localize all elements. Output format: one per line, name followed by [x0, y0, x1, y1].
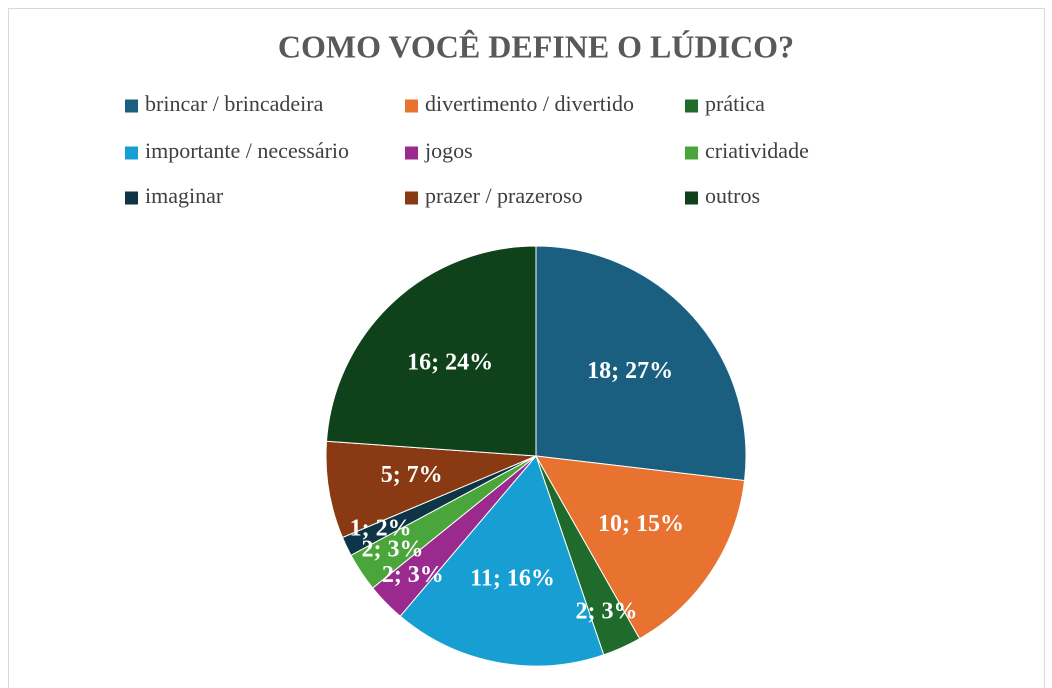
data-label: 2; 3%	[382, 562, 444, 588]
data-label: 11; 16%	[470, 565, 555, 591]
legend-swatch	[685, 146, 698, 160]
legend-swatch	[125, 146, 138, 160]
legend-label: prática	[705, 91, 765, 116]
data-label: 1; 2%	[350, 516, 412, 542]
pie-slice	[535, 455, 746, 640]
legend-swatch	[125, 99, 138, 113]
legend-swatch	[685, 99, 698, 113]
legend-label: imaginar	[145, 183, 224, 208]
legend-swatch	[405, 99, 418, 113]
legend-label: prazer / prazeroso	[425, 183, 583, 208]
legend-swatch	[405, 146, 418, 160]
legend-label: outros	[705, 183, 760, 208]
legend-swatch	[405, 191, 418, 205]
legend-label: criatividade	[705, 138, 809, 163]
pie-slice	[325, 440, 537, 539]
legend-swatch	[125, 191, 138, 205]
legend-swatch	[685, 191, 698, 205]
legend-label: brincar / brincadeira	[145, 91, 324, 116]
data-label: 10; 15%	[598, 511, 684, 537]
chart-title: COMO VOCÊ DEFINE O LÚDICO?	[278, 28, 794, 64]
legend-label: divertimento / divertido	[425, 91, 634, 116]
legend-label: jogos	[424, 138, 473, 163]
data-label: 5; 7%	[381, 462, 443, 488]
data-label: 18; 27%	[587, 358, 673, 384]
data-label: 2; 3%	[576, 599, 638, 625]
legend-label: importante / necessário	[145, 138, 349, 163]
pie-slice	[535, 245, 747, 482]
pie-slice	[325, 245, 537, 457]
pie-slice	[399, 455, 605, 667]
data-label: 16; 24%	[407, 349, 493, 375]
data-label: 2; 3%	[362, 537, 424, 563]
